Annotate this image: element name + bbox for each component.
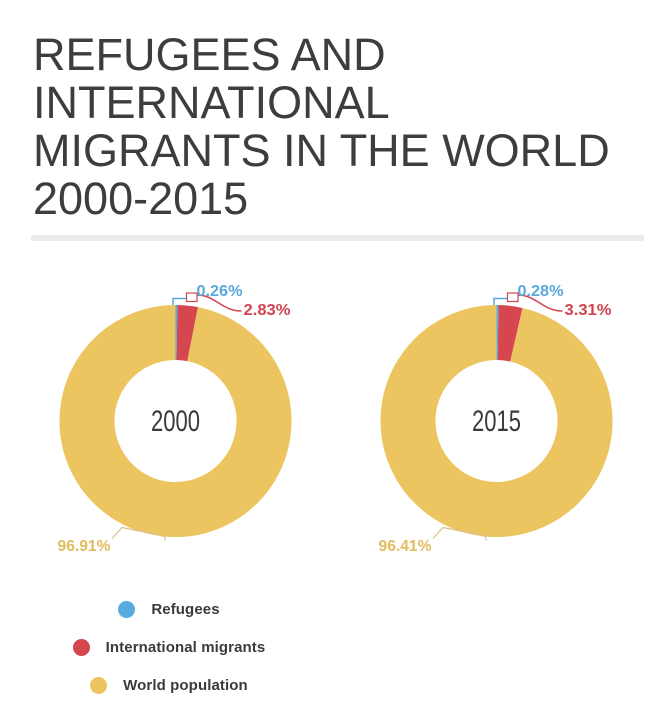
migrants-percent-label: 2.83%	[244, 302, 291, 319]
donut-center-year: 2015	[472, 405, 521, 438]
legend: Refugees International migrants World po…	[36, 590, 302, 704]
refugees-percent-label: 0.28%	[518, 283, 564, 300]
legend-label: World population	[123, 676, 248, 694]
title-divider	[31, 235, 644, 241]
refugees-callout-line	[172, 297, 187, 305]
page-title: REFUGEES AND INTERNATIONAL MIGRANTS IN T…	[33, 29, 610, 224]
callout-junction-box	[185, 292, 198, 303]
migrants-callout-line	[196, 294, 242, 312]
world-population-segment	[59, 305, 292, 537]
world-percent-label: 96.91%	[58, 538, 111, 555]
callout-junction-box	[506, 292, 519, 303]
refugees-dot-icon	[118, 600, 136, 618]
refugees-percent-label: 0.26%	[197, 283, 243, 300]
migrants-callout-line	[517, 294, 563, 312]
international-migrants-segment	[496, 305, 523, 362]
world-callout-line	[432, 526, 487, 541]
donut-charts-area: 0.26% 2.83% 96.91% 2000 0.28% 3.31% 96.4…	[58, 283, 613, 555]
international-migrants-segment	[175, 305, 198, 362]
migrants-percent-label: 3.31%	[565, 302, 612, 319]
legend-item-refugees: Refugees	[36, 590, 302, 628]
legend-item-international-migrants: International migrants	[36, 628, 302, 666]
donut-chart-2000: 0.26% 2.83% 96.91% 2000	[58, 283, 292, 555]
legend-label: Refugees	[151, 600, 220, 618]
donut-chart-2015: 0.28% 3.31% 96.41% 2015	[379, 283, 613, 555]
donut-center-year: 2000	[151, 405, 200, 438]
international-migrants-dot-icon	[72, 638, 90, 656]
world-population-segment	[380, 305, 613, 537]
world-population-dot-icon	[90, 676, 108, 694]
refugees-callout-line	[493, 297, 508, 305]
legend-label: International migrants	[105, 638, 266, 656]
legend-item-world-population: World population	[36, 666, 302, 704]
world-callout-line	[111, 526, 166, 541]
world-percent-label: 96.41%	[379, 538, 432, 555]
